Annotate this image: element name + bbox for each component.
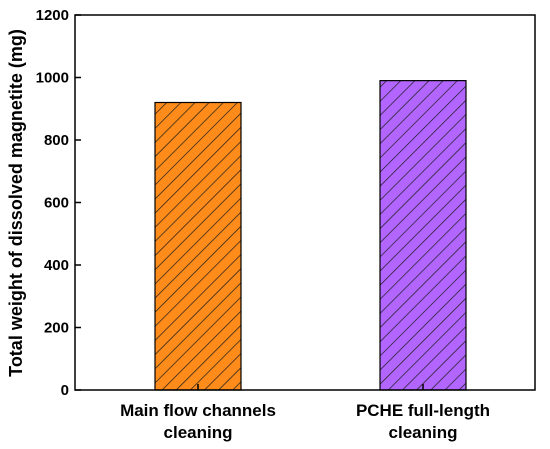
x-category-label: Main flow channels cleaning — [120, 401, 276, 442]
bar-hatch-0 — [154, 101, 242, 391]
y-tick-label: 1000 — [36, 70, 69, 87]
y-tick-label: 1200 — [36, 7, 69, 24]
x-category-label-line: cleaning — [389, 423, 458, 442]
bars-layer — [154, 80, 467, 391]
x-category-label-line: Main flow channels — [120, 401, 276, 420]
y-tick-label: 0 — [61, 382, 69, 399]
bar-hatch-1 — [379, 80, 467, 391]
y-tick-label: 800 — [44, 132, 69, 149]
y-tick-label: 600 — [44, 195, 69, 212]
y-axis: 0 200 400 600 800 1000 1200 — [36, 7, 81, 399]
x-category-label-line: cleaning — [164, 423, 233, 442]
y-tick-label: 400 — [44, 257, 69, 274]
y-tick-label: 200 — [44, 320, 69, 337]
x-category-label-line: PCHE full-length — [356, 401, 490, 420]
y-axis-title: Total weight of dissolved magnetite (mg) — [6, 29, 26, 377]
x-category-label: PCHE full-length cleaning — [356, 401, 490, 442]
